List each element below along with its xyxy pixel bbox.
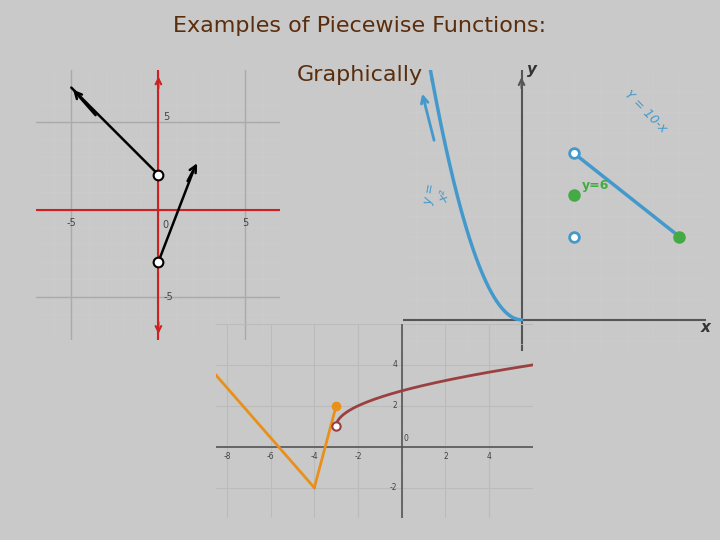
Text: 2: 2	[443, 452, 448, 461]
Text: Y = 10-x: Y = 10-x	[621, 88, 669, 136]
Text: 4: 4	[487, 452, 492, 461]
Text: Graphically: Graphically	[297, 65, 423, 85]
Text: y: y	[527, 62, 537, 77]
Text: 0: 0	[404, 434, 409, 443]
Text: x: x	[701, 320, 710, 335]
Text: -2: -2	[390, 483, 397, 492]
Text: -5: -5	[66, 218, 76, 228]
Text: 0: 0	[162, 220, 168, 230]
Text: -6: -6	[267, 452, 274, 461]
Text: Examples of Piecewise Functions:: Examples of Piecewise Functions:	[174, 16, 546, 36]
Text: y=6: y=6	[582, 179, 609, 192]
Text: y =
x²: y = x²	[422, 182, 453, 208]
Text: -4: -4	[310, 452, 318, 461]
Text: -8: -8	[223, 452, 230, 461]
Text: -5: -5	[163, 292, 174, 302]
Text: 2: 2	[392, 401, 397, 410]
Text: 5: 5	[163, 112, 170, 123]
Text: -2: -2	[354, 452, 361, 461]
Text: 5: 5	[243, 218, 248, 228]
Text: 4: 4	[392, 360, 397, 369]
